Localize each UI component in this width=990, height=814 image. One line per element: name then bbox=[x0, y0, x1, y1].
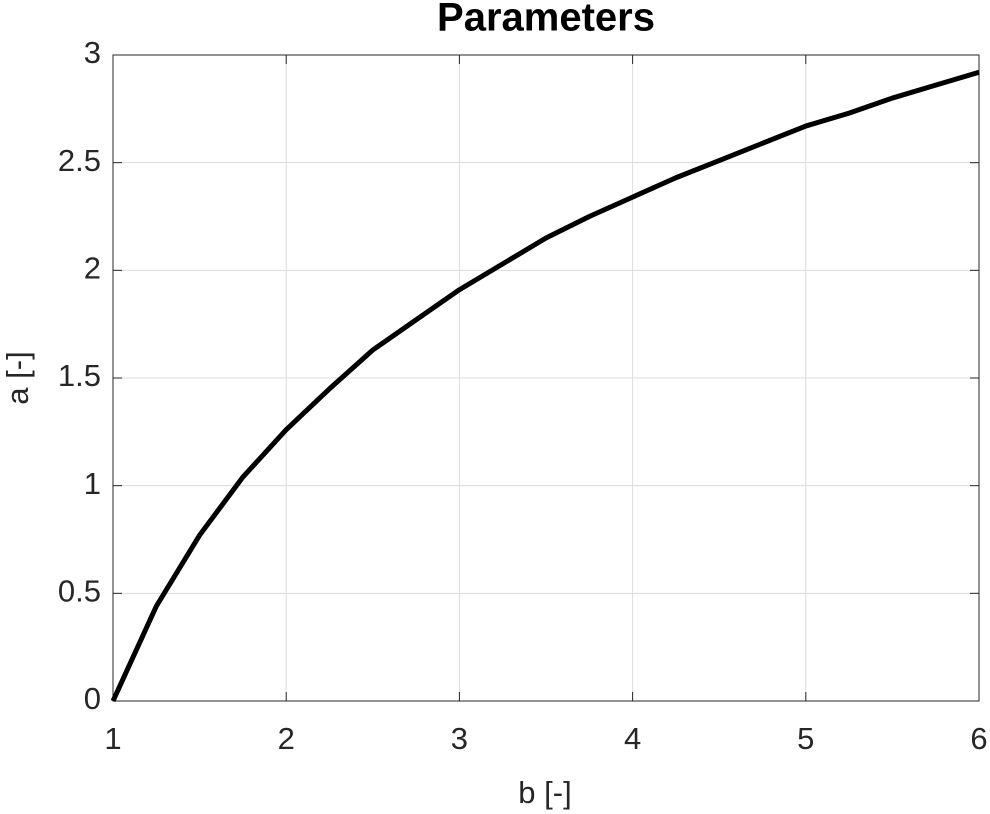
y-axis-label: a [-] bbox=[0, 351, 35, 404]
y-tick-label: 2 bbox=[84, 251, 101, 286]
x-tick-label: 1 bbox=[104, 721, 121, 756]
x-tick-label: 3 bbox=[451, 721, 468, 756]
y-tick-label: 1 bbox=[84, 466, 101, 501]
x-tick-label: 4 bbox=[624, 721, 641, 756]
x-tick-label: 2 bbox=[278, 721, 295, 756]
x-axis-label: b [-] bbox=[518, 775, 571, 810]
y-tick-label: 2.5 bbox=[58, 143, 101, 178]
data-line bbox=[110, 69, 980, 703]
y-tick-label: 3 bbox=[84, 35, 101, 70]
x-tick-label: 5 bbox=[797, 721, 814, 756]
y-tick-label: 1.5 bbox=[58, 358, 101, 393]
y-tick-label: 0.5 bbox=[58, 574, 101, 609]
plot-frame bbox=[112, 54, 980, 702]
x-tick-label: 6 bbox=[970, 721, 987, 756]
y-tick-label: 0 bbox=[84, 681, 101, 716]
chart-title: Parameters bbox=[437, 0, 655, 40]
